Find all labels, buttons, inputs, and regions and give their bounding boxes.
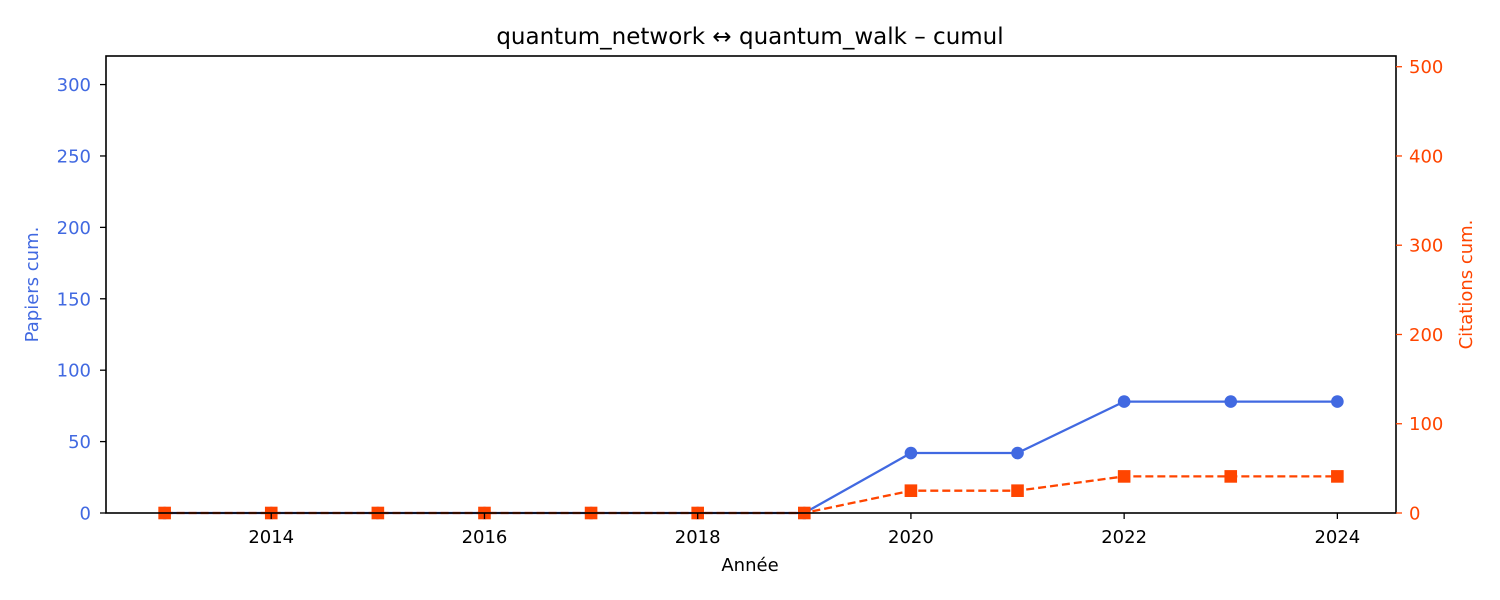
- y-left-tick-label: 250: [57, 146, 91, 167]
- x-tick-label: 2020: [888, 527, 934, 548]
- y-left-tick-label: 50: [68, 432, 91, 453]
- x-tick-label: 2022: [1101, 527, 1147, 548]
- data-point-right: [1117, 470, 1131, 483]
- y-right-tick-label: 100: [1409, 414, 1443, 435]
- data-point-left: [1331, 395, 1344, 408]
- x-tick-label: 2018: [675, 527, 721, 548]
- y-left-tick-label: 0: [80, 504, 91, 525]
- y-axis-left-label: Papiers cum.: [22, 227, 43, 343]
- data-point-left: [1011, 446, 1024, 460]
- y-right-tick-label: 300: [1409, 236, 1443, 257]
- data-point-right: [1331, 470, 1344, 483]
- axes: 2014 2016 2018 2020 2022 2024 0 50 100 150 200 250 3…: [57, 57, 1444, 548]
- series-line-right: [164, 475, 1338, 515]
- data-point-left: [904, 446, 918, 460]
- data-point-right: [1224, 470, 1238, 483]
- y-left-tick-label: 100: [57, 361, 91, 382]
- y-axis-right-label: Citations cum.: [1456, 220, 1477, 350]
- y-right-tick-label: 400: [1409, 146, 1443, 167]
- data-point-left: [1224, 395, 1238, 408]
- y-right-tick-label: 500: [1409, 57, 1443, 78]
- y-left-tick-label: 150: [57, 289, 91, 310]
- y-left-tick-label: 200: [57, 218, 91, 239]
- plot-area: [158, 395, 1344, 520]
- x-axis-label: Année: [721, 555, 778, 576]
- y-right-tick-label: 200: [1409, 325, 1443, 346]
- chart-title: quantum_network ↔ quantum_walk – cumul: [496, 24, 1003, 50]
- x-tick-label: 2024: [1314, 527, 1360, 548]
- x-tick-label: 2014: [248, 527, 294, 548]
- plot-frame: [105, 55, 1397, 514]
- x-tick-label: 2016: [462, 527, 508, 548]
- data-point-left: [1117, 395, 1131, 408]
- y-right-tick-label: 0: [1409, 504, 1420, 525]
- series-line-left: [164, 400, 1338, 515]
- y-left-tick-label: 300: [57, 75, 91, 96]
- data-point-right: [904, 484, 918, 497]
- data-point-right: [1011, 484, 1024, 497]
